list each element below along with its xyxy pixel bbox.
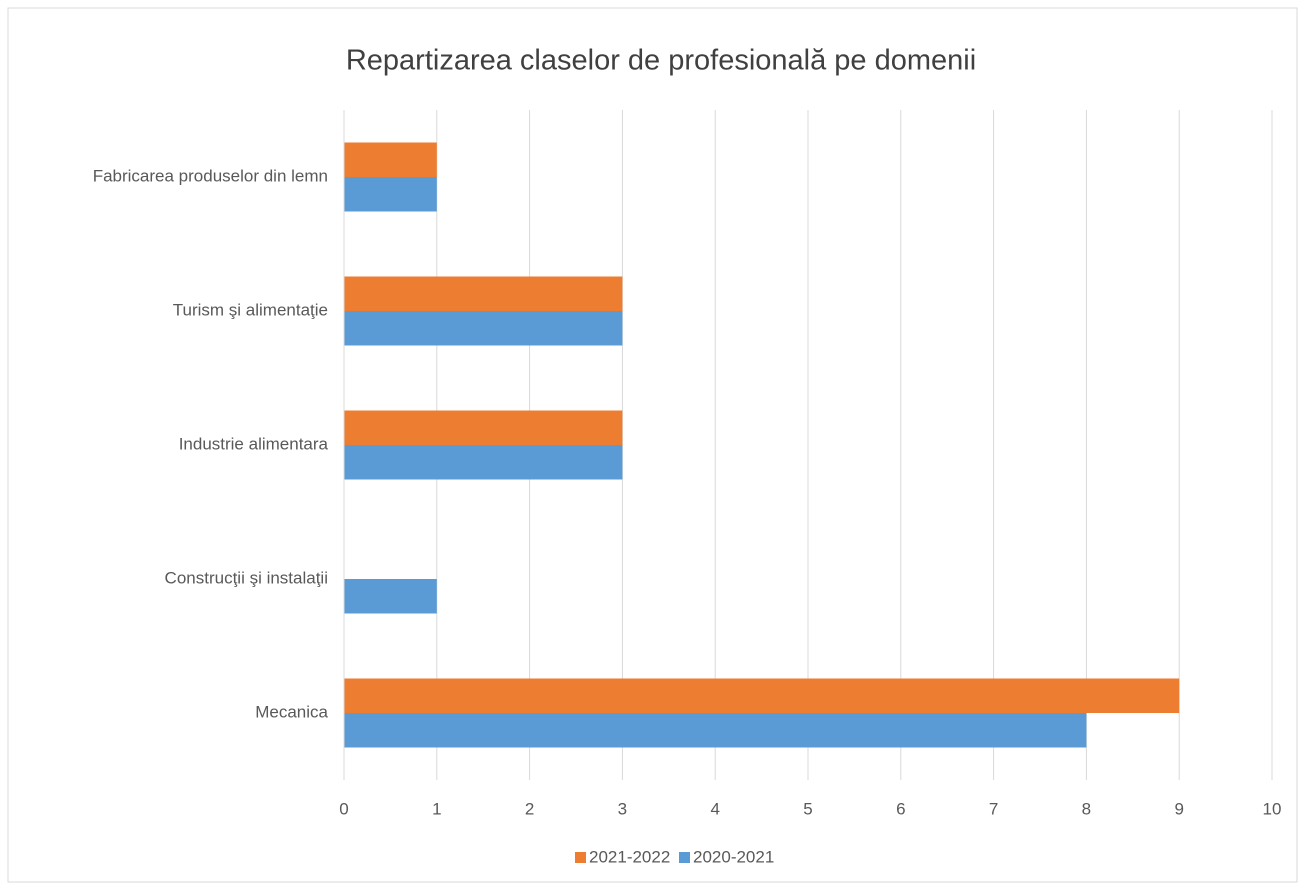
bar: [344, 276, 623, 311]
legend-label: 2020-2021: [693, 847, 774, 866]
y-tick-label: Industrie alimentara: [179, 434, 329, 453]
x-tick-label: 2: [525, 799, 534, 818]
x-tick-label: 5: [803, 799, 812, 818]
x-tick-label: 7: [989, 799, 998, 818]
x-tick-label: 9: [1174, 799, 1183, 818]
y-tick-label: Turism şi alimentaţie: [173, 300, 328, 319]
legend-swatch: [575, 852, 586, 863]
legend-swatch: [679, 852, 690, 863]
chart-title: Repartizarea claselor de profesională pe…: [346, 45, 976, 77]
bar: [344, 177, 437, 212]
bar: [344, 579, 437, 614]
legend-label: 2021-2022: [589, 847, 670, 866]
x-tick-label: 10: [1263, 799, 1282, 818]
x-tick-label: 0: [339, 799, 348, 818]
x-tick-label: 1: [432, 799, 441, 818]
bar: [344, 311, 623, 346]
y-tick-label: Construcţii şi instalaţii: [165, 568, 328, 587]
x-tick-label: 8: [1082, 799, 1091, 818]
x-tick-label: 4: [710, 799, 719, 818]
bar: [344, 445, 623, 480]
bar: [344, 678, 1180, 713]
bar: [344, 410, 623, 445]
x-tick-label: 3: [618, 799, 627, 818]
x-tick-label: 6: [896, 799, 905, 818]
y-tick-label: Fabricarea produselor din lemn: [93, 166, 328, 185]
bar: [344, 142, 437, 177]
bar: [344, 713, 1087, 748]
y-tick-label: Mecanica: [255, 702, 328, 721]
